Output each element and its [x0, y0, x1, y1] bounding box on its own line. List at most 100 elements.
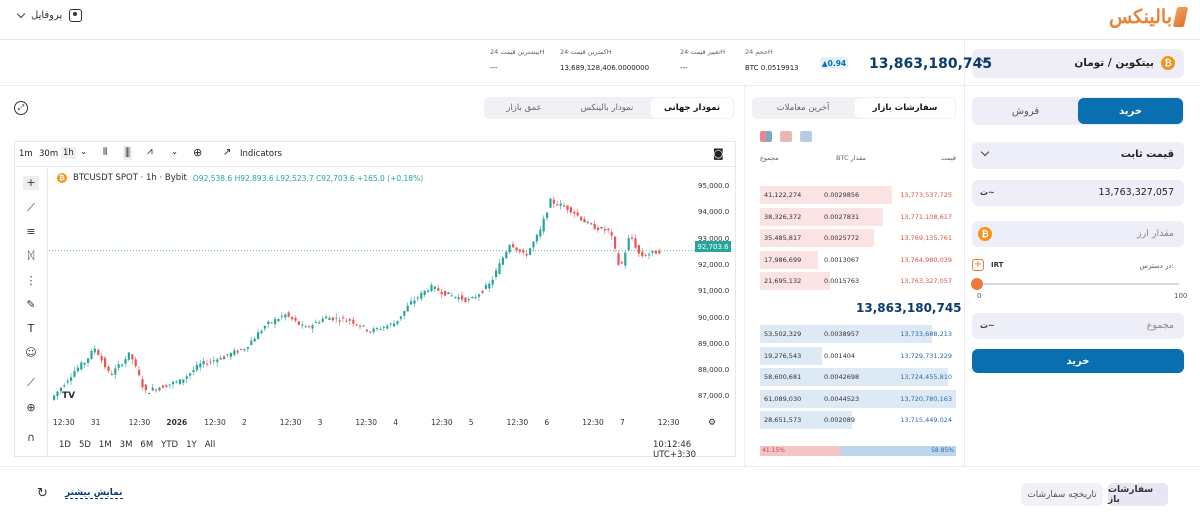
submit-buy-button[interactable]: خرید: [972, 349, 1184, 373]
candle-body: [117, 364, 120, 368]
stat-change: تغییر قیمت 24H ---: [680, 48, 725, 72]
orderbook-row[interactable]: 17,986,699 0.0013067 13,764,980,039: [760, 250, 956, 269]
open-orders-tab[interactable]: سفارشات باز: [1108, 483, 1168, 506]
range-1y[interactable]: 1Y: [186, 440, 197, 450]
camera-icon[interactable]: ◙: [713, 147, 724, 160]
indicators-button[interactable]: Indicators: [240, 149, 282, 159]
order-history-tab[interactable]: تاریخچه سفارشات: [1021, 483, 1103, 506]
candle-body: [321, 318, 324, 322]
crosshair-icon[interactable]: +: [23, 176, 39, 190]
candle-body: [600, 226, 603, 229]
orderbook-tabs: سفارشات بازار آخرین معاملات: [752, 97, 956, 119]
candle-body: [209, 361, 212, 363]
view-bids-icon[interactable]: [800, 131, 812, 142]
range-ytd[interactable]: YTD: [161, 440, 179, 450]
tab-market-depth[interactable]: عمق بازار: [506, 103, 542, 113]
brand-logo[interactable]: بالینکس: [1109, 6, 1189, 28]
candle-body: [444, 290, 447, 296]
candle-body: [263, 325, 266, 329]
trend-line-icon[interactable]: ⟋: [27, 201, 35, 214]
footer-bar: [0, 466, 1200, 515]
candles-icon[interactable]: ⫼: [123, 146, 133, 160]
candle-body: [658, 250, 661, 254]
fullscreen-icon[interactable]: ⤢: [14, 101, 28, 115]
orderbook-row[interactable]: 21,695,132 0.0015763 13,763,327,057: [760, 272, 956, 290]
candle-body: [195, 364, 198, 371]
magnet-icon[interactable]: ∩: [26, 431, 36, 444]
interval-30m[interactable]: 30m: [39, 149, 59, 159]
stat-low: کمترین قیمت 24H 13,689,128,406.0000000: [560, 48, 650, 72]
orderbook-row[interactable]: 53,502,329 0.0038957 13,733,688,213: [760, 325, 956, 343]
candle-body: [172, 381, 175, 385]
chart-type-dropdown-icon[interactable]: ⌄: [171, 147, 179, 157]
amount-input[interactable]: ₿ مقدار ارز: [972, 221, 1184, 247]
x-tick-label: 12:30: [506, 418, 529, 427]
amount-slider-track[interactable]: [977, 283, 1179, 285]
candle-body: [631, 237, 634, 239]
tab-recent-trades[interactable]: آخرین معاملات: [776, 103, 830, 113]
brush-icon[interactable]: ✎: [26, 298, 36, 311]
view-both-icon[interactable]: [760, 131, 772, 142]
depth-bar: [760, 411, 852, 429]
orderbook-row[interactable]: 28,651,573 0.002089 13,715,449,024: [760, 411, 956, 429]
sell-tab[interactable]: فروش: [1011, 105, 1040, 117]
interval-1m[interactable]: 1m: [19, 149, 33, 159]
candle-body: [403, 310, 406, 316]
text-icon[interactable]: T: [27, 322, 35, 335]
range-5d[interactable]: 5D: [78, 440, 91, 450]
buy-tab[interactable]: خرید: [1078, 98, 1183, 124]
emoji-icon[interactable]: ☺: [25, 346, 37, 359]
range-3m[interactable]: 3M: [119, 440, 133, 450]
tab-market-orders[interactable]: سفارشات بازار: [855, 98, 955, 118]
fib-icon[interactable]: ⋮: [25, 274, 37, 287]
view-asks-icon[interactable]: [780, 131, 792, 142]
zoom-icon[interactable]: ⊕: [26, 401, 36, 414]
candle-body: [182, 379, 185, 383]
order-type-select[interactable]: قیمت ثابت: [972, 142, 1184, 169]
candle-body: [335, 317, 338, 319]
deposit-plus-icon[interactable]: +: [972, 259, 984, 271]
total-input[interactable]: ت~ مجموع: [972, 313, 1184, 339]
profile-menu[interactable]: پروفایل: [16, 9, 83, 22]
candle-body: [338, 320, 341, 322]
settings-icon[interactable]: ⚙: [708, 418, 717, 428]
price-value: 13,763,327,057: [1098, 187, 1174, 198]
sell-ratio: 41.15%: [760, 446, 841, 456]
orderbook-row[interactable]: 61,089,030 0.0044523 13,720,780,163: [760, 389, 956, 408]
range-all[interactable]: All: [204, 440, 216, 450]
candle-body: [583, 218, 586, 223]
pair-selector[interactable]: بیتکوین / تومان ₿: [972, 49, 1184, 78]
tradingview-logo-icon: TV: [62, 391, 76, 401]
tab-balinex-chart[interactable]: نمودار بالینکس: [580, 103, 634, 113]
horizontal-lines-icon[interactable]: ≡: [26, 225, 36, 238]
refresh-icon[interactable]: ↻: [37, 486, 48, 501]
range-1d[interactable]: 1D: [59, 440, 71, 450]
time-axis[interactable]: 12:30 31 12:30 2026 12:30 2 12:30 3 12:30 4 12:30 5…: [49, 418, 695, 430]
candle-body: [627, 238, 630, 251]
orderbook-row[interactable]: 35,485,817 0.0025772 13,769,135,761: [760, 229, 956, 247]
price-chart-canvas[interactable]: [49, 168, 735, 430]
orderbook-row[interactable]: 19,276,543 0.001404 13,729,731,229: [760, 346, 956, 365]
ruler-icon[interactable]: ⟋: [27, 376, 35, 389]
orderbook-row[interactable]: 58,600,681 0.0042698 13,724,455,810: [760, 368, 956, 386]
price-axis[interactable]: 95,000.0 94,000.0 93,000.0 92,000.0 91,000.0…: [695, 168, 735, 430]
area-chart-icon[interactable]: ⩘: [147, 146, 153, 157]
tab-global-chart[interactable]: نمودار جهانی: [651, 98, 733, 118]
amount-slider-handle[interactable]: [971, 278, 983, 290]
show-more-link[interactable]: نمایش بیشتر: [65, 488, 123, 499]
candle-body: [223, 356, 226, 360]
pattern-icon[interactable]: ᛞ: [27, 249, 35, 262]
range-1m[interactable]: 1M: [98, 440, 112, 450]
user-icon: [69, 9, 83, 22]
range-6m[interactable]: 6M: [140, 440, 154, 450]
candle-body: [291, 316, 294, 320]
interval-1h[interactable]: 1h: [61, 147, 76, 159]
add-compare-icon[interactable]: ⊕: [193, 146, 203, 159]
candle-body: [559, 203, 562, 206]
orderbook-row[interactable]: 41,122,274 0.0029856 13,773,537,725: [760, 186, 956, 204]
price-input[interactable]: ت~ 13,763,327,057: [972, 180, 1184, 206]
candle-body: [471, 296, 474, 299]
bar-type-icon[interactable]: ⫴: [103, 147, 108, 158]
orderbook-row[interactable]: 38,326,372 0.0027831 13,771,108,617: [760, 207, 956, 226]
interval-dropdown-icon[interactable]: ⌄: [80, 147, 88, 157]
